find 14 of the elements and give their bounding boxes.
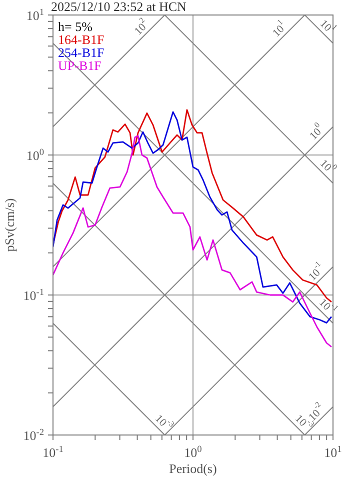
y-tick-label: 10$^{-1}$ xyxy=(23,288,44,303)
y-tick-label: 10$^{-2}$ xyxy=(23,428,44,443)
chart-title: 2025/12/10 23:52 at HCN xyxy=(51,0,188,14)
text: UP-B1F xyxy=(58,58,102,73)
x-tick-label: 10$^{1}$ xyxy=(324,445,342,460)
text: 254-B1F xyxy=(58,45,104,60)
y-axis-title: pSv(cm/s) xyxy=(2,198,17,252)
x-axis-title: Period(s) xyxy=(169,461,217,476)
annotation: h= 5% xyxy=(58,19,93,34)
x-tick-label: 10$^{0}$ xyxy=(184,445,202,460)
y-tick-label: 10$^{1}$ xyxy=(26,8,44,23)
x-tick-label: 10$^{-1}$ xyxy=(42,445,64,460)
y-tick-label: 10$^{0}$ xyxy=(26,148,44,163)
text: 164-B1F xyxy=(58,32,104,47)
